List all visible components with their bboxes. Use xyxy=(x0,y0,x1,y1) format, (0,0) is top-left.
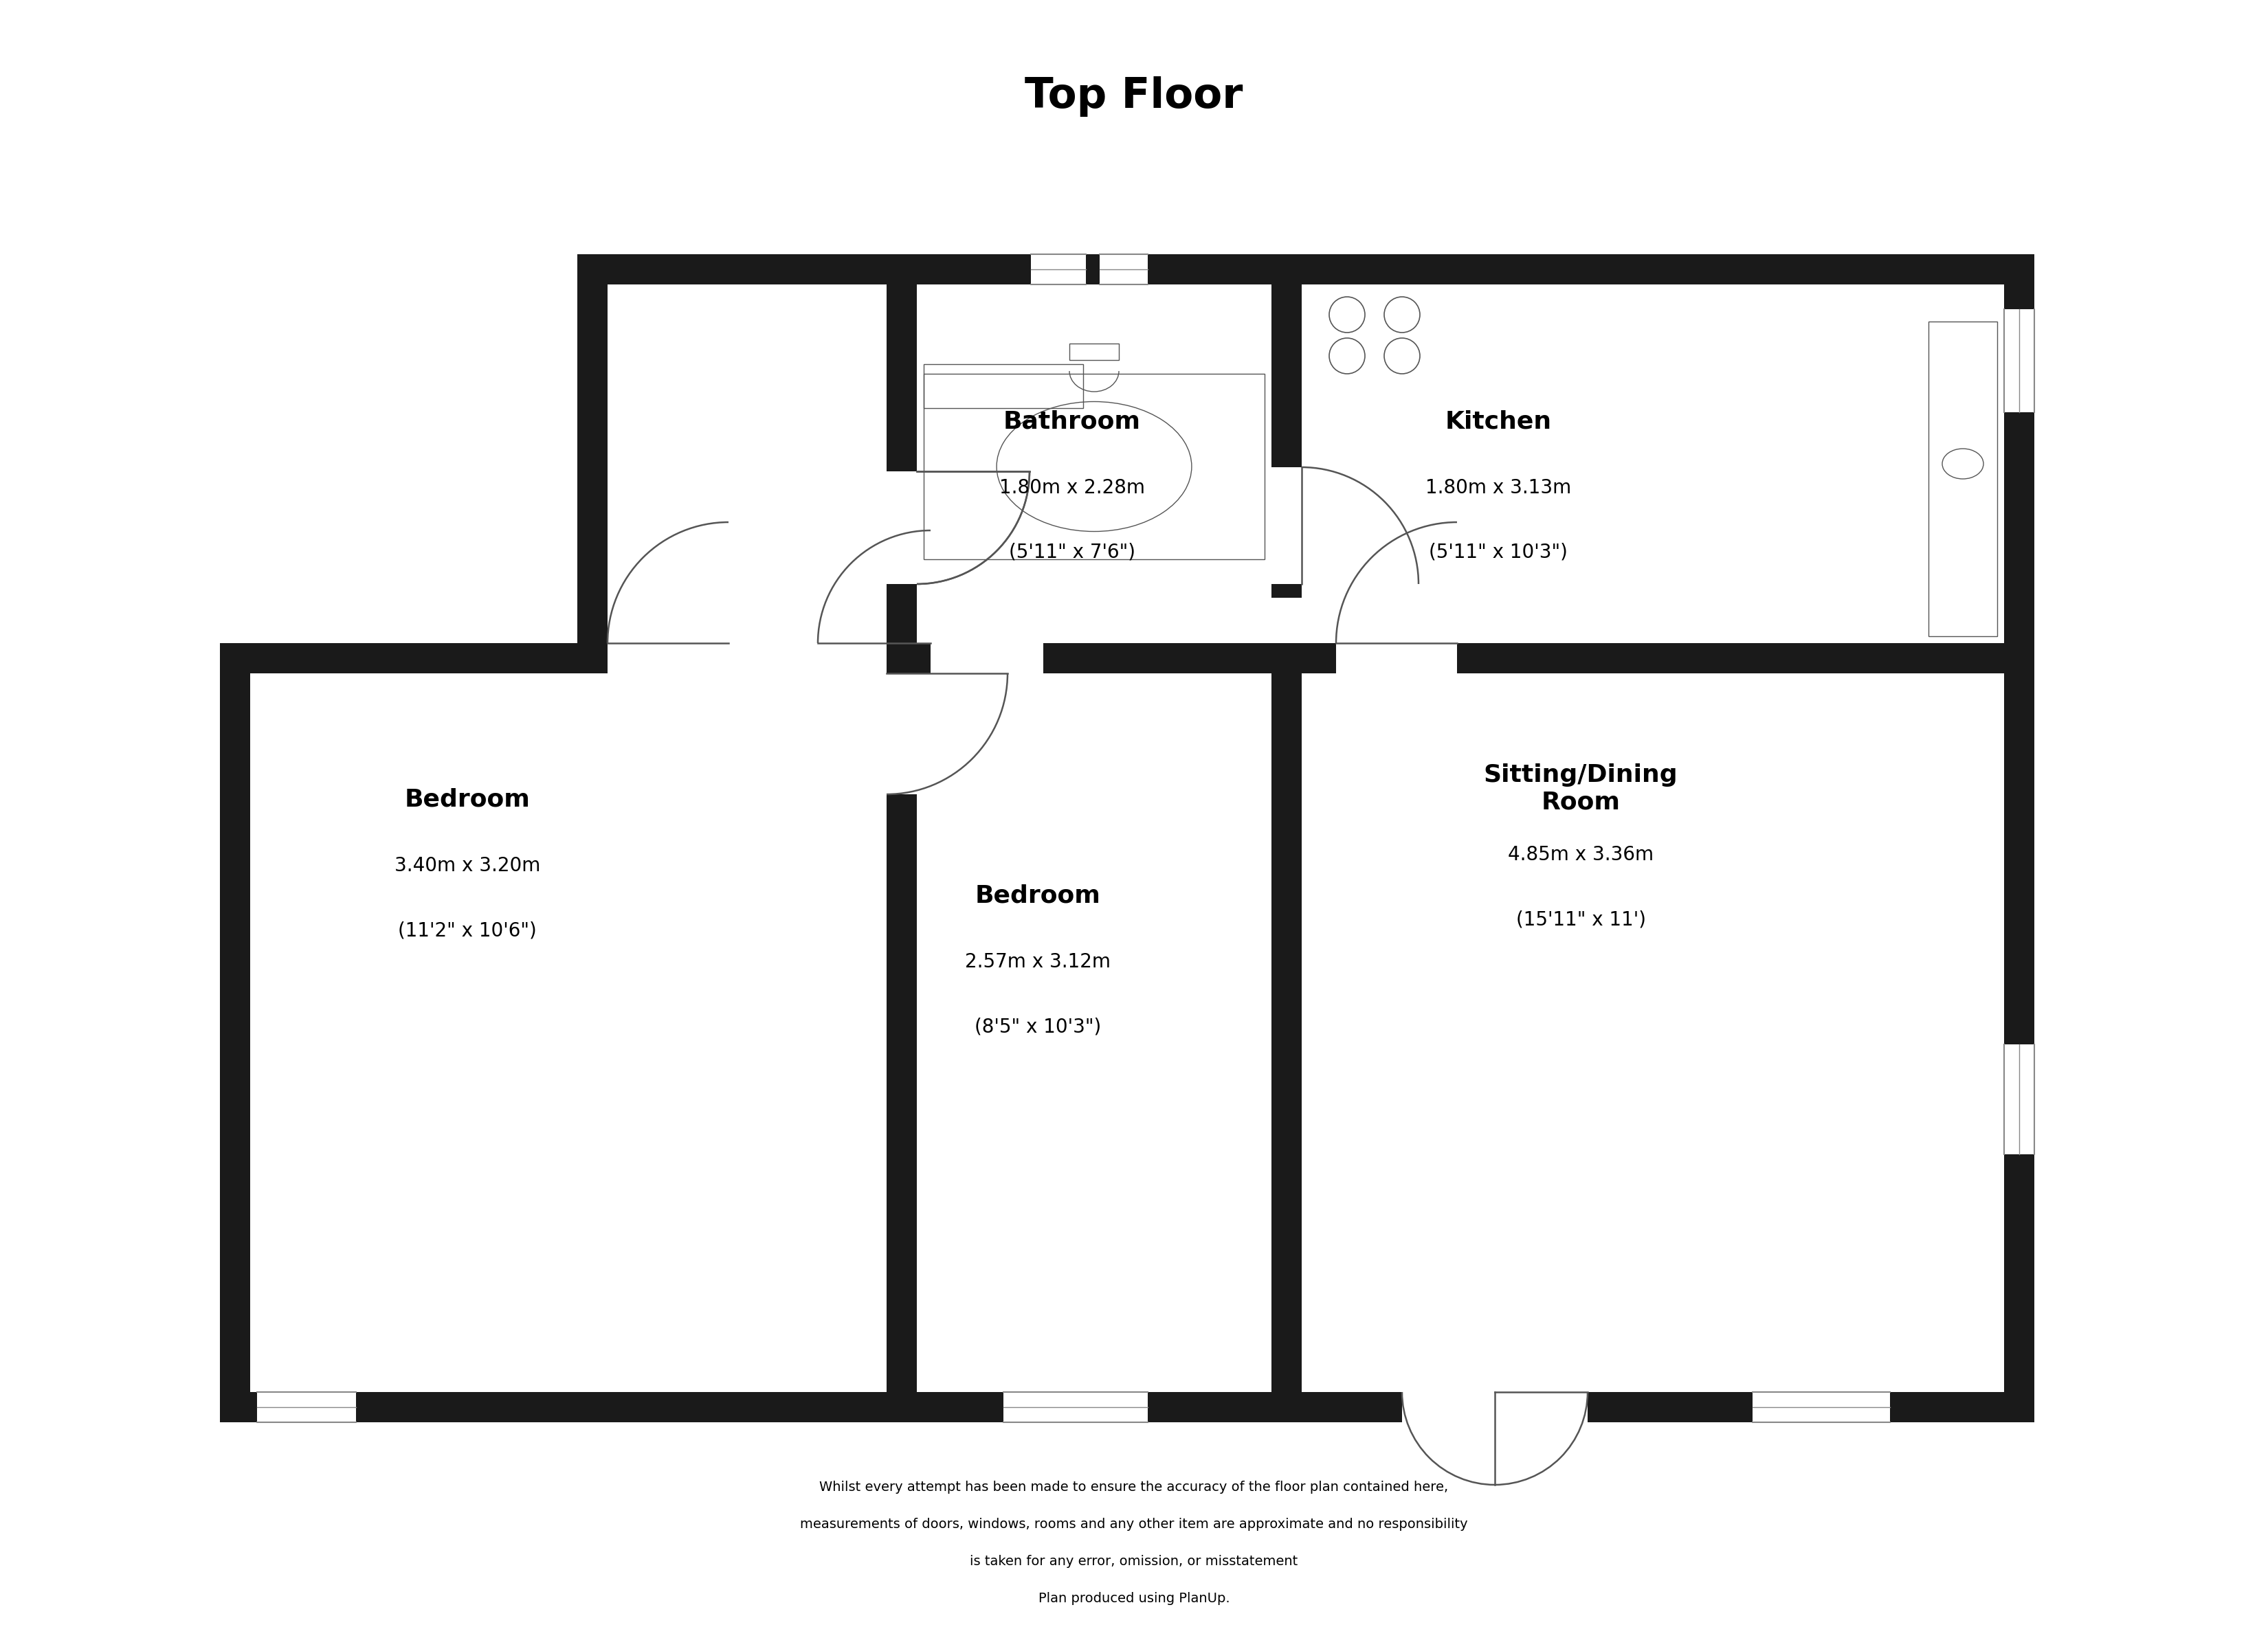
Bar xyxy=(1302,643,2005,673)
Text: measurements of doors, windows, rooms and any other item are approximate and no : measurements of doors, windows, rooms an… xyxy=(801,1517,1467,1530)
Bar xyxy=(256,1392,356,1421)
Bar xyxy=(1272,284,1302,597)
Bar xyxy=(916,643,1272,673)
Bar xyxy=(1032,254,1086,284)
Text: (8'5" x 10'3"): (8'5" x 10'3") xyxy=(975,1017,1100,1036)
Text: (11'2" x 10'6"): (11'2" x 10'6") xyxy=(397,920,538,940)
Text: Whilst every attempt has been made to ensure the accuracy of the floor plan cont: Whilst every attempt has been made to en… xyxy=(819,1481,1449,1494)
Bar xyxy=(887,254,916,673)
Bar xyxy=(2005,254,2034,1421)
Text: (15'11" x 11'): (15'11" x 11') xyxy=(1515,910,1647,928)
Text: 3.40m x 3.20m: 3.40m x 3.20m xyxy=(395,856,540,876)
Bar xyxy=(923,374,1266,559)
Text: Bathroom: Bathroom xyxy=(1002,411,1141,434)
Text: 4.85m x 3.36m: 4.85m x 3.36m xyxy=(1508,846,1653,864)
Text: Plan produced using PlanUp.: Plan produced using PlanUp. xyxy=(1039,1591,1229,1604)
Bar xyxy=(1002,1392,1148,1421)
Text: Bedroom: Bedroom xyxy=(975,884,1100,907)
Bar xyxy=(2005,310,2034,412)
Bar xyxy=(1272,467,1304,584)
Text: 1.80m x 3.13m: 1.80m x 3.13m xyxy=(1424,478,1572,498)
Text: Top Floor: Top Floor xyxy=(1025,76,1243,117)
Bar xyxy=(887,673,919,795)
Bar xyxy=(1402,1388,1588,1421)
Bar xyxy=(1928,322,1998,637)
Bar xyxy=(1753,1392,1889,1421)
Text: (5'11" x 7'6"): (5'11" x 7'6") xyxy=(1009,543,1136,562)
Bar xyxy=(220,643,608,673)
Bar xyxy=(923,364,1084,409)
Bar xyxy=(608,640,728,673)
Bar xyxy=(930,640,1043,673)
Bar xyxy=(220,1392,2034,1421)
Text: Sitting/Dining
Room: Sitting/Dining Room xyxy=(1483,763,1678,815)
Bar xyxy=(220,673,249,1421)
Bar xyxy=(1100,254,1148,284)
Bar xyxy=(887,643,916,1392)
Text: 1.80m x 2.28m: 1.80m x 2.28m xyxy=(1000,478,1145,498)
Bar xyxy=(1070,343,1118,359)
Text: (5'11" x 10'3"): (5'11" x 10'3") xyxy=(1429,543,1567,562)
Bar xyxy=(2005,1044,2034,1154)
Text: Bedroom: Bedroom xyxy=(404,788,531,811)
Text: Kitchen: Kitchen xyxy=(1445,411,1551,434)
Bar xyxy=(1272,643,1302,1392)
Bar xyxy=(578,284,608,643)
Bar xyxy=(578,254,2034,284)
Bar xyxy=(887,472,919,584)
Text: 2.57m x 3.12m: 2.57m x 3.12m xyxy=(964,951,1111,971)
Text: is taken for any error, omission, or misstatement: is taken for any error, omission, or mis… xyxy=(971,1555,1297,1568)
Bar xyxy=(1336,640,1456,673)
